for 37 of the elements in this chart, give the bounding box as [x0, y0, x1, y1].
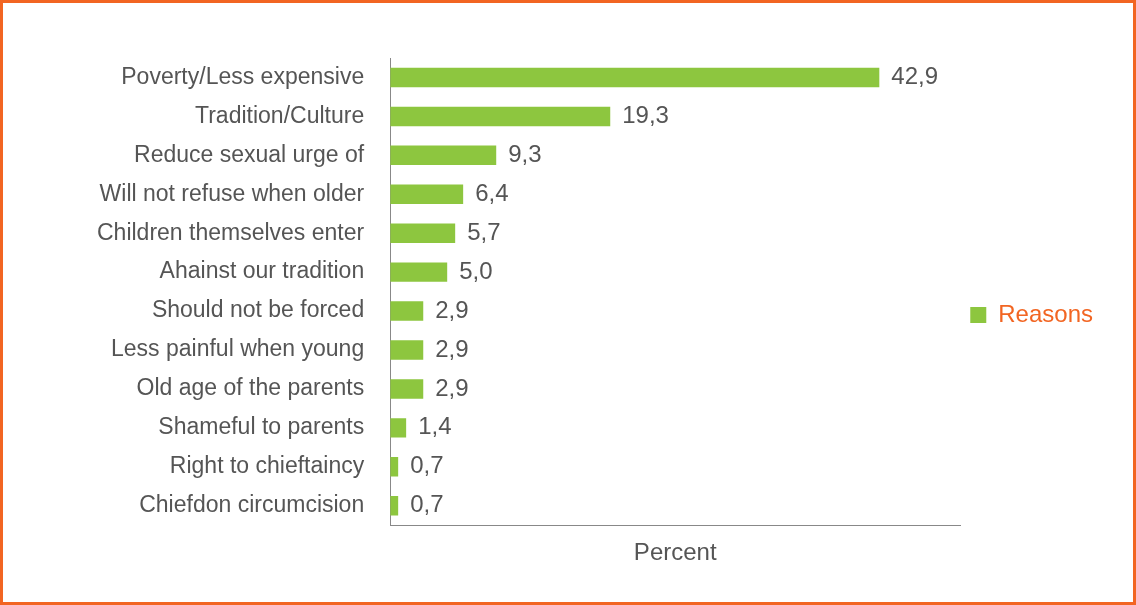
y-tick-label: Chiefdon circumcision: [139, 491, 365, 518]
y-tick-label: Reduce sexual urge of: [134, 140, 365, 167]
bar: [390, 379, 424, 399]
data-label: 0,7: [410, 451, 444, 479]
data-label: 2,9: [435, 373, 469, 401]
bar: [390, 223, 456, 243]
bar: [390, 145, 497, 166]
bar: [390, 184, 464, 204]
y-tick-label: Less painful when young: [111, 335, 365, 362]
bar: [390, 301, 424, 321]
y-tick-label: Should not be forced: [151, 296, 365, 323]
data-label: 0,7: [410, 490, 444, 518]
y-tick-label: Tradition/Culture: [195, 101, 365, 128]
legend-label: Reasons: [998, 299, 1094, 327]
data-label: 5,7: [467, 217, 501, 245]
y-tick-label: Children themselves enter: [97, 218, 365, 245]
y-tick-label: Shameful to parents: [158, 413, 365, 440]
bar: [390, 262, 448, 282]
data-label: 1,4: [418, 412, 452, 440]
data-label: 9,3: [508, 139, 542, 167]
bar: [390, 67, 880, 88]
bar: [390, 457, 399, 477]
data-label: 42,9: [891, 62, 939, 90]
data-label: 2,9: [435, 295, 469, 323]
data-label: 19,3: [622, 101, 669, 129]
x-axis-title: Percent: [633, 538, 717, 566]
y-tick-label: Poverty/Less expensive: [121, 62, 365, 89]
data-label: 5,0: [459, 256, 493, 284]
bar: [390, 418, 407, 438]
y-tick-label: Ahainst our tradition: [159, 257, 365, 284]
bar: [390, 106, 611, 127]
data-label: 2,9: [435, 334, 469, 362]
bar: [390, 340, 424, 360]
y-tick-label: Right to chieftaincy: [169, 452, 365, 479]
y-tick-label: Old age of the parents: [136, 374, 365, 401]
y-tick-label: Will not refuse when older: [99, 179, 365, 206]
data-label: 6,4: [475, 178, 509, 206]
